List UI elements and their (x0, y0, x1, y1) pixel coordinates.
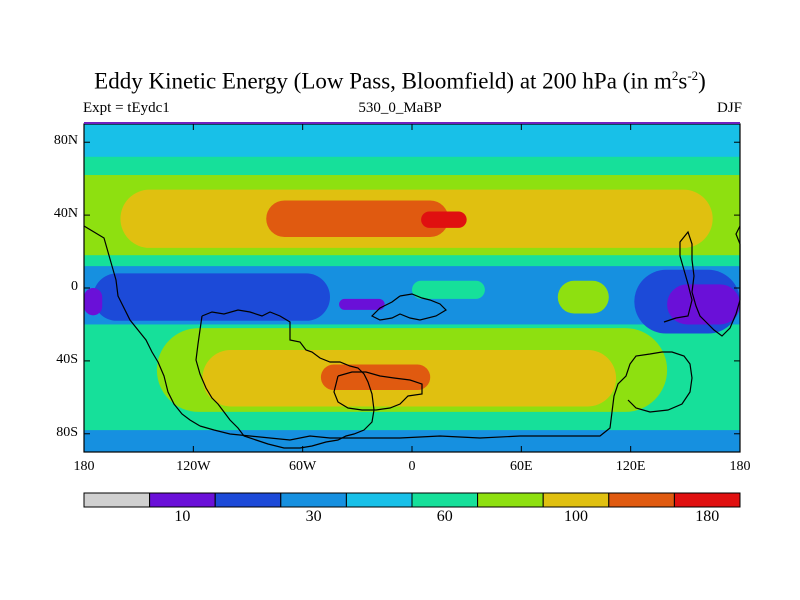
coastline-southern-land (199, 351, 693, 441)
field-region-6 (266, 200, 449, 237)
contour-field (84, 124, 740, 452)
continent-outlines (83, 225, 741, 449)
colorbar-box-1 (149, 492, 216, 508)
coastline-africa (370, 293, 447, 321)
coastline-south-america (195, 309, 375, 449)
colorbar-box-8 (608, 492, 675, 508)
colorbar-box-5 (411, 492, 479, 508)
coastline-central-america (83, 225, 201, 427)
lat-label: 0 (71, 279, 78, 294)
lat-label: 80S (56, 424, 78, 440)
axis-ticks (83, 124, 741, 452)
season-label: DJF (716, 100, 742, 116)
experiment-label: Expt = tEydc1 (83, 100, 170, 116)
lon-label: 120E (615, 459, 646, 474)
field-region-13 (667, 284, 740, 325)
lat-label: 40N (53, 206, 78, 222)
lon-label: 60E (510, 459, 533, 474)
lat-label: 80N (53, 133, 78, 149)
colorbar-label: 100 (564, 508, 588, 525)
colorbar-label: 60 (436, 508, 453, 525)
coastline-antarctic-peninsula (333, 371, 423, 411)
field-region-15 (412, 280, 485, 299)
colorbar-label: 10 (174, 508, 191, 525)
field-region-10 (84, 288, 103, 316)
chart-title: Eddy Kinetic Energy (Low Pass, Bloomfiel… (94, 68, 706, 94)
colorbar-box-3 (280, 492, 347, 508)
field-region-9 (93, 273, 330, 321)
lat-label: 40S (56, 351, 78, 367)
lon-label: 180 (729, 459, 751, 474)
field-region-14 (557, 280, 609, 314)
field-region-19 (320, 364, 431, 391)
colorbar-box-7 (542, 492, 610, 508)
colorbar-box-9 (673, 492, 741, 508)
colorbar-label: 180 (695, 508, 720, 525)
lon-label: 180 (73, 459, 95, 474)
colorbar (83, 492, 741, 508)
field-region-11 (339, 298, 385, 310)
lon-label: 60W (289, 459, 317, 474)
case-label: 530_0_MaBP (358, 100, 442, 116)
colorbar-box-0 (83, 492, 151, 508)
field-region-7 (421, 211, 467, 228)
colorbar-box-2 (214, 492, 282, 508)
lon-label: 120W (176, 459, 211, 474)
colorbar-box-6 (477, 492, 544, 508)
lon-label: 0 (408, 459, 416, 474)
colorbar-box-4 (345, 492, 413, 508)
colorbar-label: 30 (305, 508, 322, 525)
